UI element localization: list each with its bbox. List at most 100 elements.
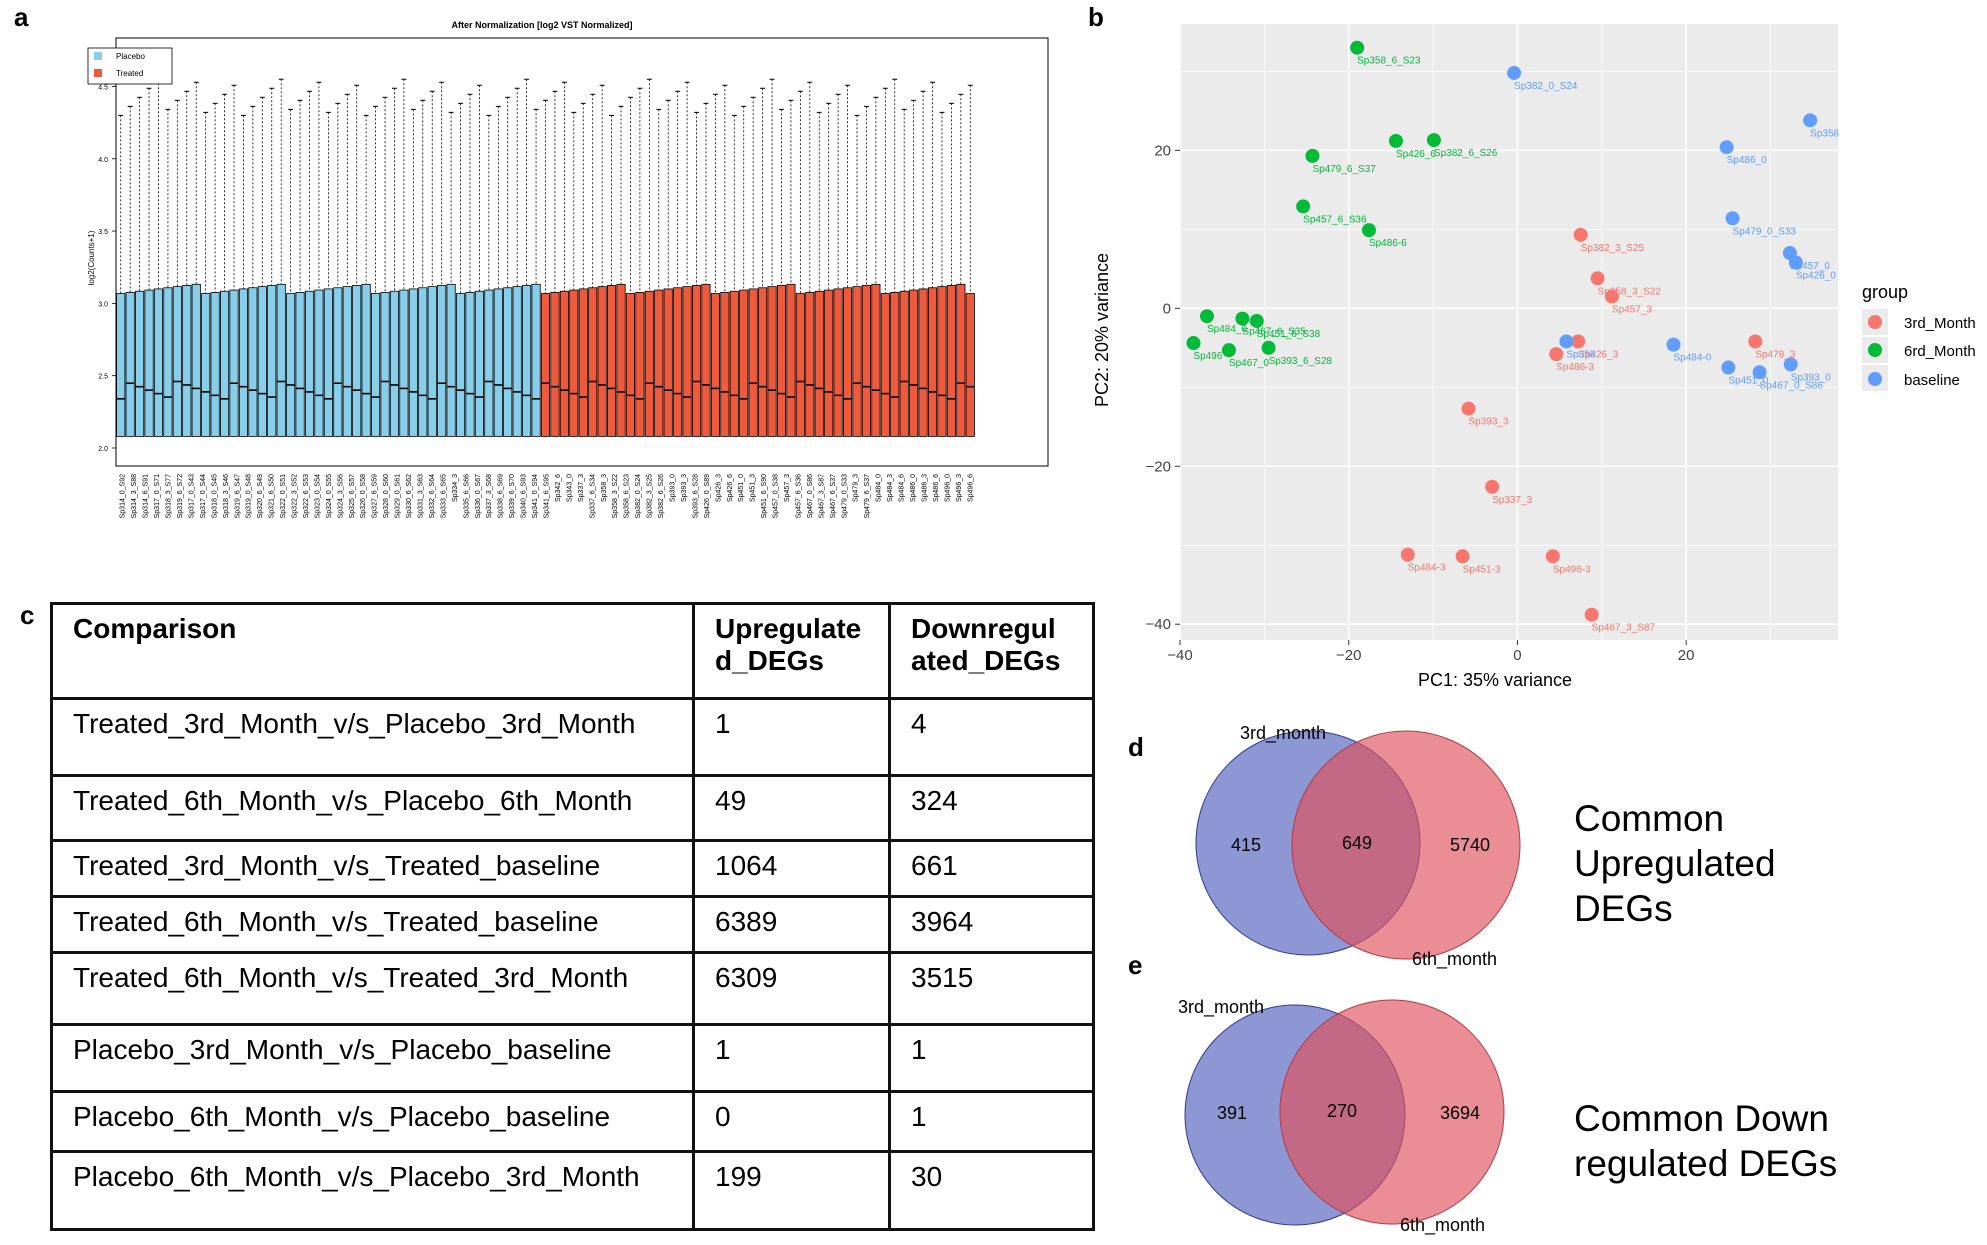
- boxplot-x-tick-label: Sp339_6_S70: [509, 474, 516, 518]
- venn-upregulated: 3rd_month 6th_month 415 649 5740: [1195, 723, 1521, 970]
- cell-comparison: Treated_6th_Month_v/s_Placebo_6th_Month: [50, 774, 695, 842]
- boxplot-box: [389, 87, 400, 437]
- boxplot-box-body: [389, 290, 400, 437]
- boxplot-box-body: [229, 289, 239, 437]
- pca-point-label: Sp479_3: [1755, 349, 1795, 360]
- pca-point-label: Sp484_6: [1207, 324, 1247, 335]
- pca-point-label: Sp457_6_S36: [1303, 214, 1367, 225]
- pca-point: [1400, 547, 1415, 562]
- boxplot-box-body: [286, 293, 296, 437]
- boxplot-box-body: [314, 289, 324, 437]
- pca-point-label: Sp486-6: [1369, 238, 1407, 249]
- pca-point-label: Sp382_0_S24: [1514, 81, 1578, 92]
- boxplot-x-tick-label: Sp327_6_S59: [372, 474, 379, 518]
- pca-point-label: Sp467_0: [1229, 358, 1269, 369]
- boxplot-box: [937, 111, 947, 437]
- boxplot-box: [880, 87, 890, 437]
- pca-legend-label-3rd: 3rd_Month: [1904, 315, 1976, 332]
- boxplot-box: [418, 99, 428, 437]
- boxplot-x-tick-label: Sp333_6_S65: [440, 474, 447, 518]
- boxplot-x-tick-label: Sp335_6_S66: [463, 474, 470, 518]
- boxplot-box: [682, 81, 692, 437]
- pca-point-label: Sp358_3_S22: [1598, 286, 1662, 297]
- boxplot-box-body: [116, 293, 126, 437]
- boxplot-y-tick-label: 4.5: [98, 84, 108, 91]
- cell-upregulated: 1: [692, 697, 891, 777]
- table-row: Treated_3rd_Month_v/s_Placebo_3rd_Month …: [50, 697, 1095, 777]
- boxplot-x-tick-label: Sp426_0_S89: [704, 474, 711, 518]
- cell-comparison: Treated_6th_Month_v/s_Treated_baseline: [50, 895, 695, 954]
- boxplot-x-tick-label: Sp484_0: [876, 474, 883, 502]
- boxplot-box-body: [323, 288, 333, 437]
- pca-point-label: Sp484-0: [1674, 353, 1712, 364]
- boxplot-x-tick-label: Sp457_0_S38: [773, 474, 780, 518]
- boxplot-box: [314, 81, 324, 437]
- table-row: Treated_3rd_Month_v/s_Treated_baseline 1…: [50, 839, 1095, 898]
- boxplot-box: [644, 78, 654, 437]
- cell-downregulated: 324: [888, 774, 1095, 842]
- boxplot-box-body: [522, 285, 532, 437]
- pca-point: [1199, 309, 1214, 324]
- boxplot-box-body: [682, 286, 692, 437]
- pca-point-label: Sp457_3: [1612, 304, 1652, 315]
- boxplot-x-tick-label: Sp358_3_S22: [612, 474, 619, 518]
- boxplot-x-tick-label: Sp329_0_S61: [395, 474, 402, 518]
- pca-point-label: Sp496: [1193, 351, 1222, 362]
- boxplot-x-tick-label: Sp479_0_S33: [841, 474, 848, 518]
- header-comparison: Comparison: [50, 602, 695, 700]
- boxplot-box: [333, 102, 343, 437]
- legend-label-placebo: Placebo: [116, 52, 145, 61]
- pca-point: [1559, 334, 1574, 349]
- boxplot-box-body: [758, 287, 768, 437]
- boxplot-y-tick-label: 4.0: [98, 157, 108, 164]
- venn-down-title-line1: Common Down: [1574, 1098, 1829, 1139]
- boxplot-box: [852, 114, 862, 437]
- boxplot-x-tick-label: Sp317_0_S43: [188, 474, 195, 518]
- boxplot-box-body: [540, 293, 551, 437]
- cell-comparison: Treated_6th_Month_v/s_Treated_3rd_Month: [50, 951, 695, 1026]
- pca-point-label: Sp479_0_S33: [1733, 226, 1797, 237]
- boxplot-box-body: [937, 286, 947, 437]
- boxplot-box-body: [843, 287, 853, 437]
- venn-up-count-only-3rd: 415: [1231, 835, 1261, 855]
- pca-y-tick-label: −20: [1146, 458, 1171, 475]
- boxplot-box: [607, 114, 617, 437]
- boxplot-x-tick-label: Sp319_0_S48: [246, 474, 253, 518]
- pca-point: [1361, 223, 1376, 238]
- boxplot-box-body: [559, 290, 569, 437]
- boxplot-box: [182, 90, 192, 437]
- boxplot-box-body: [748, 288, 758, 437]
- boxplot-box-body: [691, 285, 702, 437]
- boxplot-x-tick-label: Sp393_0: [669, 474, 676, 502]
- boxplot-box-body: [625, 293, 636, 437]
- boxplot-box: [710, 93, 720, 437]
- cell-comparison: Placebo_3rd_Month_v/s_Placebo_baseline: [50, 1023, 695, 1093]
- pca-point-label: Sp358: [1566, 349, 1595, 360]
- boxplot-box-body: [918, 288, 928, 437]
- table-row: Placebo_6th_Month_v/s_Placebo_baseline 0…: [50, 1090, 1095, 1153]
- boxplot-box: [767, 78, 777, 437]
- pca-panel-background: [1180, 24, 1838, 640]
- boxplot-box: [531, 108, 541, 437]
- boxplot-x-tick-label: Sp314_0_S92: [120, 474, 127, 518]
- boxplot-x-tick-label: Sp358_6_S23: [624, 474, 631, 518]
- boxplot-x-tick-label: Sp341_6_S95: [544, 474, 551, 518]
- pca-point-label: Sp457_0: [1790, 261, 1830, 272]
- pca-legend-label-baseline: baseline: [1904, 372, 1960, 389]
- boxplot-box: [946, 102, 956, 437]
- boxplot-box-body: [220, 290, 230, 437]
- cell-downregulated: 661: [888, 839, 1095, 898]
- boxplot-x-tick-label: Sp382_3_S25: [647, 474, 654, 518]
- pca-point: [1719, 140, 1734, 155]
- boxplot-y-tick-label: 3.5: [98, 229, 108, 236]
- boxplot-box-body: [248, 287, 258, 437]
- boxplot-x-tick-label: Sp358_3: [601, 474, 608, 502]
- pca-point: [1584, 607, 1599, 622]
- boxplot-box-body: [635, 291, 645, 437]
- boxplot-x-tick-label: Sp325_6_S57: [349, 474, 356, 518]
- pca-point-label: Sp382_6_S26: [1434, 148, 1498, 159]
- boxplot-box-body: [352, 285, 362, 437]
- boxplot-boxes: [116, 78, 975, 437]
- header-upregulated-line1: Upregulate: [715, 613, 862, 644]
- cell-comparison: Treated_3rd_Month_v/s_Treated_baseline: [50, 839, 695, 898]
